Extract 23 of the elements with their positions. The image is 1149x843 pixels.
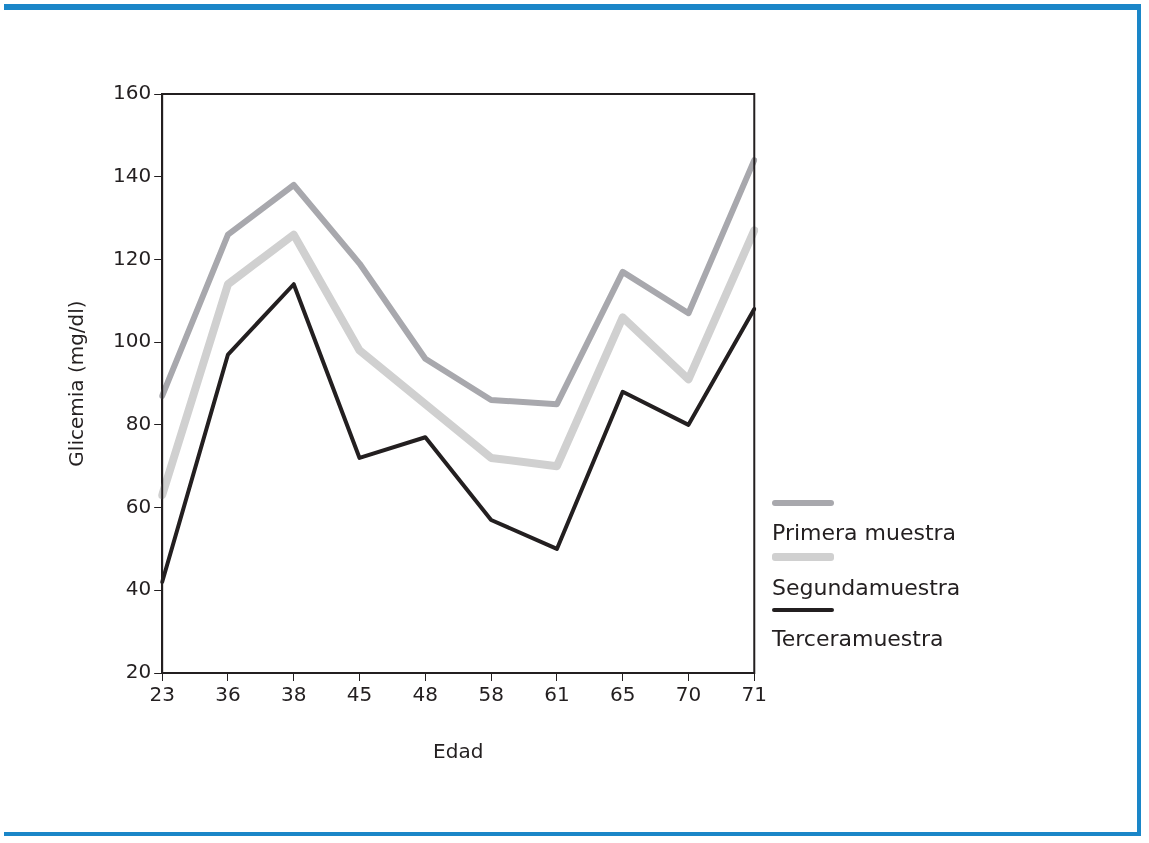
x-axis-title: Edad [433, 739, 484, 764]
y-axis-title: Glicemia (mg/dl) [64, 300, 89, 467]
y-tick-label: 160 [112, 80, 152, 105]
legend-label: Primera muestra [772, 520, 958, 545]
y-tick-label: 80 [125, 411, 152, 436]
x-tick-label: 23 [149, 682, 175, 707]
y-tick-label: 20 [125, 659, 152, 684]
y-tick-label: 60 [125, 493, 152, 518]
legend-label: Segundamuestra [772, 575, 961, 600]
y-tick-label: 100 [112, 328, 152, 353]
x-tick-label: 61 [544, 682, 570, 707]
y-tick-label: 140 [112, 162, 152, 187]
x-tick-label: 65 [609, 682, 636, 707]
x-tick-label: 58 [478, 682, 504, 707]
x-tick-label: 71 [741, 682, 767, 707]
legend-label: Terceramuestra [772, 626, 945, 651]
x-tick-label: 45 [346, 682, 373, 707]
y-tick-label: 120 [112, 245, 152, 270]
x-tick-label: 36 [215, 682, 241, 707]
y-tick-label: 40 [125, 576, 152, 601]
x-tick-label: 38 [281, 682, 307, 707]
x-tick-label: 70 [675, 682, 702, 707]
x-tick-label: 48 [412, 682, 439, 707]
